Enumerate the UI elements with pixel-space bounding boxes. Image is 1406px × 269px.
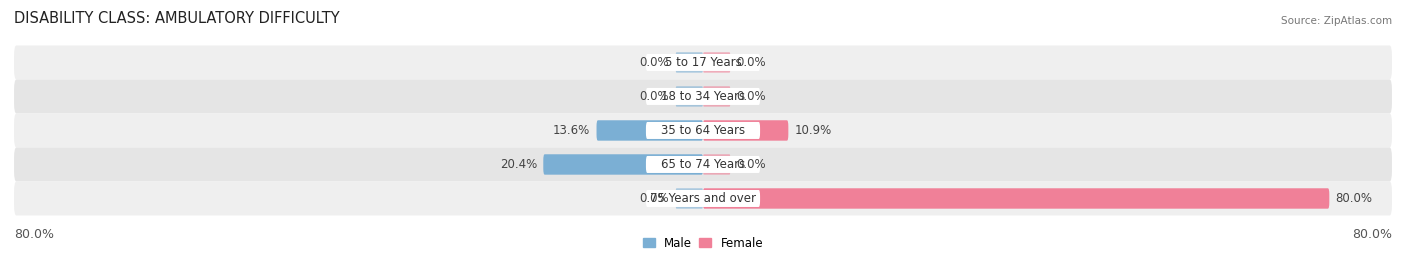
FancyBboxPatch shape	[596, 120, 703, 141]
Text: 13.6%: 13.6%	[553, 124, 591, 137]
Text: 5 to 17 Years: 5 to 17 Years	[665, 56, 741, 69]
Text: 80.0%: 80.0%	[1353, 228, 1392, 241]
FancyBboxPatch shape	[703, 188, 1329, 209]
Legend: Male, Female: Male, Female	[638, 232, 768, 254]
FancyBboxPatch shape	[14, 45, 1392, 79]
Text: 65 to 74 Years: 65 to 74 Years	[661, 158, 745, 171]
FancyBboxPatch shape	[645, 88, 761, 105]
Text: 0.0%: 0.0%	[737, 56, 766, 69]
Text: 0.0%: 0.0%	[640, 56, 669, 69]
FancyBboxPatch shape	[703, 52, 730, 73]
Text: 20.4%: 20.4%	[499, 158, 537, 171]
Text: 80.0%: 80.0%	[1336, 192, 1372, 205]
Text: 35 to 64 Years: 35 to 64 Years	[661, 124, 745, 137]
FancyBboxPatch shape	[703, 120, 789, 141]
FancyBboxPatch shape	[676, 188, 703, 209]
Text: DISABILITY CLASS: AMBULATORY DIFFICULTY: DISABILITY CLASS: AMBULATORY DIFFICULTY	[14, 11, 340, 26]
FancyBboxPatch shape	[14, 147, 1392, 182]
FancyBboxPatch shape	[645, 190, 761, 207]
FancyBboxPatch shape	[676, 86, 703, 107]
FancyBboxPatch shape	[703, 86, 730, 107]
Text: 0.0%: 0.0%	[640, 90, 669, 103]
FancyBboxPatch shape	[676, 52, 703, 73]
FancyBboxPatch shape	[14, 79, 1392, 114]
FancyBboxPatch shape	[14, 114, 1392, 147]
Text: 0.0%: 0.0%	[640, 192, 669, 205]
FancyBboxPatch shape	[14, 182, 1392, 215]
Text: 0.0%: 0.0%	[737, 158, 766, 171]
Text: 75 Years and over: 75 Years and over	[650, 192, 756, 205]
Text: 0.0%: 0.0%	[737, 90, 766, 103]
FancyBboxPatch shape	[543, 154, 703, 175]
FancyBboxPatch shape	[645, 156, 761, 173]
Text: 18 to 34 Years: 18 to 34 Years	[661, 90, 745, 103]
FancyBboxPatch shape	[645, 54, 761, 71]
Text: 10.9%: 10.9%	[794, 124, 832, 137]
Text: Source: ZipAtlas.com: Source: ZipAtlas.com	[1281, 16, 1392, 26]
FancyBboxPatch shape	[703, 154, 730, 175]
FancyBboxPatch shape	[645, 122, 761, 139]
Text: 80.0%: 80.0%	[14, 228, 53, 241]
